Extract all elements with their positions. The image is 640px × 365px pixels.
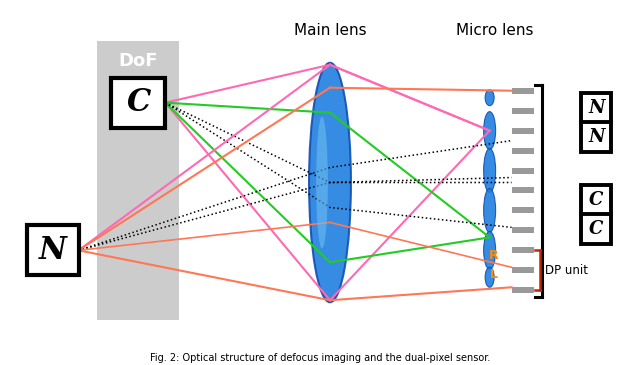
Bar <box>511 227 534 233</box>
FancyBboxPatch shape <box>111 78 165 128</box>
Text: N: N <box>588 99 605 117</box>
Ellipse shape <box>484 149 495 192</box>
Text: N: N <box>588 128 605 146</box>
Bar <box>511 88 534 94</box>
Bar <box>97 41 179 320</box>
Text: L: L <box>490 268 498 281</box>
FancyBboxPatch shape <box>581 93 611 123</box>
Bar <box>511 207 534 214</box>
Ellipse shape <box>485 267 494 287</box>
Text: C: C <box>589 220 604 238</box>
Bar <box>511 188 534 193</box>
Text: N: N <box>38 235 67 266</box>
Bar <box>511 287 534 293</box>
Bar <box>511 267 534 273</box>
Ellipse shape <box>484 112 495 150</box>
Text: C: C <box>126 87 150 118</box>
Text: DoF: DoF <box>118 52 158 70</box>
FancyBboxPatch shape <box>27 226 79 275</box>
Text: Fig. 2: Optical structure of defocus imaging and the dual-pixel sensor.: Fig. 2: Optical structure of defocus ima… <box>150 353 490 363</box>
FancyBboxPatch shape <box>581 185 611 215</box>
FancyBboxPatch shape <box>581 214 611 244</box>
Bar <box>511 108 534 114</box>
Bar <box>511 128 534 134</box>
Text: DP unit: DP unit <box>545 264 588 277</box>
Ellipse shape <box>485 90 494 105</box>
Text: Micro lens: Micro lens <box>456 23 533 38</box>
Ellipse shape <box>484 188 495 233</box>
FancyBboxPatch shape <box>581 122 611 151</box>
Text: C: C <box>589 192 604 210</box>
Bar <box>511 247 534 253</box>
Ellipse shape <box>316 117 328 248</box>
Bar <box>511 147 534 154</box>
Text: R: R <box>489 249 499 262</box>
Text: Main lens: Main lens <box>294 23 366 38</box>
Ellipse shape <box>484 231 495 269</box>
Bar <box>511 168 534 173</box>
Ellipse shape <box>309 63 351 302</box>
